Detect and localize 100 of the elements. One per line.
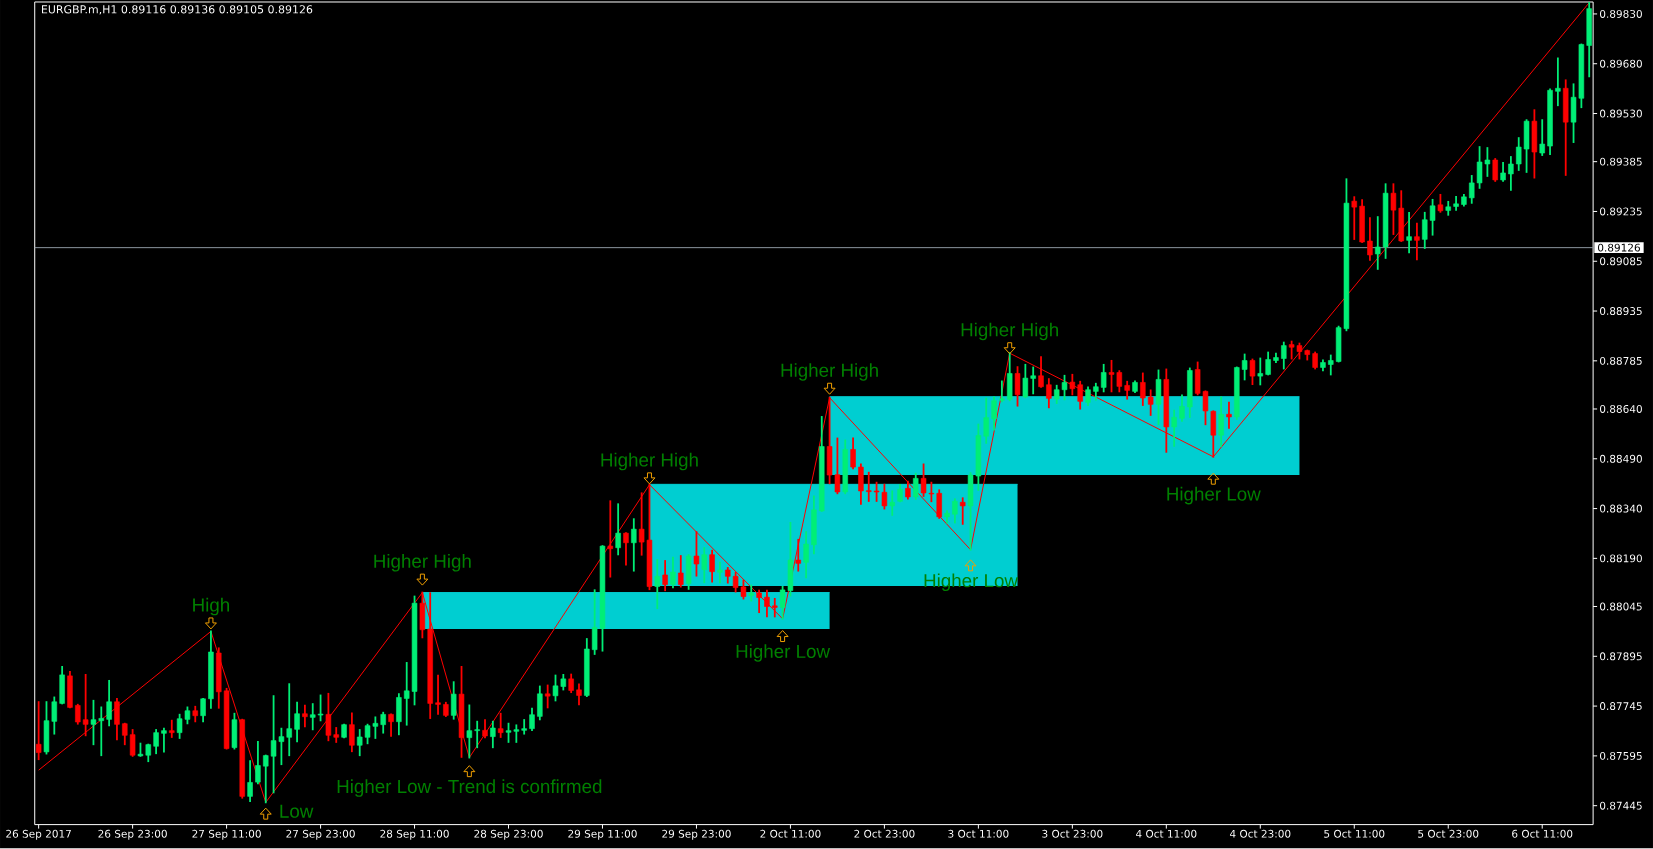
y-tick-label: 0.88490: [1600, 455, 1642, 463]
candlestick: [169, 720, 175, 739]
candlestick: [161, 727, 167, 753]
candlestick: [302, 705, 308, 728]
y-tick-label: 0.88340: [1600, 504, 1642, 513]
candlestick: [114, 698, 120, 741]
candlestick: [1140, 372, 1146, 407]
candlestick: [858, 463, 864, 506]
candlestick: [255, 741, 261, 785]
y-tick-label: 0.89385: [1600, 157, 1642, 166]
y-tick-label: 0.89085: [1600, 257, 1642, 266]
candlestick: [1406, 212, 1412, 254]
y-tick-label: 0.89530: [1600, 109, 1642, 118]
candlestick: [247, 760, 253, 803]
candlestick: [701, 547, 708, 584]
y-tick-label: 0.87595: [1600, 752, 1642, 761]
candlestick: [122, 723, 128, 746]
candlestick: [1539, 119, 1545, 157]
candlestick: [959, 497, 966, 525]
candlestick: [623, 532, 629, 566]
candlestick: [544, 684, 551, 709]
chart-title: EURGBP.m,H1 0.89116 0.89136 0.89105 0.89126: [42, 5, 313, 15]
candlestick: [1171, 409, 1177, 447]
candlestick: [1265, 351, 1271, 376]
x-tick-label: 5 Oct 23:00: [1418, 830, 1479, 838]
x-tick-label: 29 Sep 23:00: [662, 830, 731, 840]
x-tick-label: 4 Oct 23:00: [1229, 830, 1291, 838]
candlestick: [1218, 396, 1224, 447]
candlestick: [764, 589, 770, 618]
line-series: [38, 2, 1590, 804]
y-tick-label: 0.88045: [1600, 602, 1642, 611]
point: [259, 807, 272, 820]
x-tick-label: 28 Sep 23:00: [474, 830, 543, 840]
candlestick: [631, 518, 637, 572]
candlestick: [286, 683, 292, 757]
x-tick-label: 26 Sep 23:00: [98, 830, 167, 840]
candlestick: [388, 713, 394, 738]
y-tick-label: 0.87445: [1600, 801, 1642, 810]
candlestick: [294, 702, 300, 743]
y-tick-label: 0.89830: [1600, 10, 1642, 19]
x-tick-label: 2 Oct 23:00: [854, 830, 915, 838]
candlestick: [333, 727, 339, 744]
candlestick: [1030, 366, 1036, 395]
x-tick-label: 5 Oct 11:00: [1324, 830, 1385, 838]
candlestick: [325, 693, 332, 742]
candlestick: [1328, 354, 1334, 376]
point: [463, 765, 476, 778]
candlestick: [1453, 196, 1459, 211]
y-tick-label: 0.88640: [1600, 405, 1642, 414]
candlestick: [889, 490, 895, 516]
annotation: Higher High: [781, 363, 878, 381]
candlestick: [1414, 223, 1420, 261]
candlestick: [82, 674, 89, 737]
point: [1003, 342, 1016, 355]
candlestick: [75, 704, 81, 725]
candlestick: [1046, 378, 1052, 409]
candlestick: [1555, 57, 1561, 107]
candlestick: [1069, 374, 1076, 396]
candlestick: [1508, 156, 1514, 191]
candlestick: [1429, 199, 1436, 236]
candlestick: [999, 380, 1005, 403]
x-tick-label: 27 Sep 23:00: [286, 830, 355, 840]
annotation: Higher High: [961, 322, 1058, 341]
x-tick-label: 6 Oct 11:00: [1512, 830, 1573, 838]
y-tick-label: 0.89680: [1600, 59, 1642, 68]
candlestick: [654, 559, 661, 610]
candlestick: [913, 473, 919, 501]
x-tick-label: 29 Sep 11:00: [568, 830, 637, 840]
candlestick: [1281, 341, 1287, 370]
candlestick: [991, 396, 997, 431]
candlestick: [662, 560, 668, 592]
candlestick: [983, 398, 989, 444]
candlestick: [474, 721, 480, 749]
candlestick: [576, 683, 582, 706]
annotation: Low: [280, 804, 314, 819]
candlestick: [1367, 217, 1373, 262]
candlestick: [537, 685, 543, 721]
candlestick: [795, 539, 801, 572]
candlestick: [1179, 394, 1185, 423]
candlestick: [1022, 364, 1029, 399]
candlestick: [709, 550, 715, 583]
candlestick: [1257, 357, 1264, 386]
point: [204, 617, 217, 630]
candlestick: [435, 674, 441, 715]
point: [416, 573, 429, 586]
x-tick-label: 3 Oct 23:00: [1042, 830, 1103, 838]
candlestick: [1241, 353, 1248, 381]
x-tick-label: 27 Sep 11:00: [192, 830, 261, 840]
annotation: Higher Low - Trend is confirmed: [337, 779, 602, 798]
y-tick-label: 0.88785: [1600, 357, 1642, 366]
candlestick: [850, 437, 856, 470]
y-tick-label: 0.87895: [1600, 652, 1642, 661]
candlestick: [1249, 358, 1256, 386]
candlestick: [1492, 158, 1498, 183]
candlestick: [1014, 366, 1021, 407]
annotation: High: [193, 598, 229, 616]
candlestick: [952, 498, 958, 524]
y-tick-label: 0.88190: [1600, 554, 1642, 563]
candlestick: [1100, 364, 1107, 393]
y-tick-label: 0.87745: [1600, 702, 1642, 711]
